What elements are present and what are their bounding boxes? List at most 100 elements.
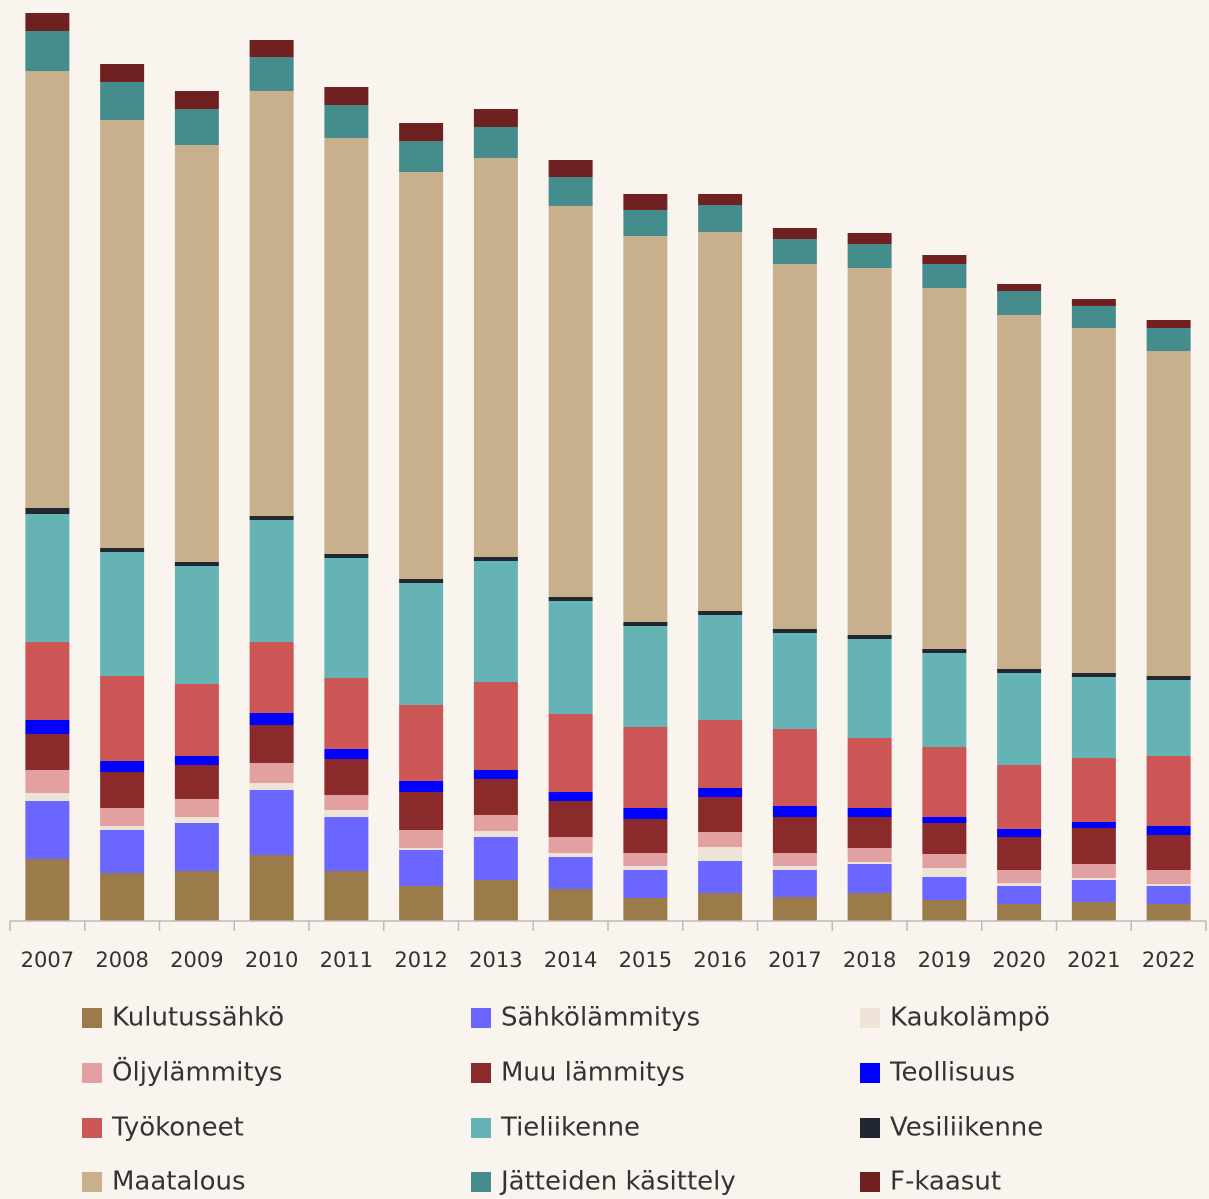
- legend-label: Sähkölämmitys: [501, 1003, 700, 1033]
- legend-swatch: [82, 1118, 102, 1138]
- bar-segment: [399, 886, 444, 921]
- bar-segment: [623, 236, 668, 622]
- x-tick-label: 2014: [544, 948, 597, 972]
- bar-segment: [1146, 680, 1191, 756]
- bar-segment: [623, 853, 668, 866]
- legend-label: Työkoneet: [111, 1113, 244, 1143]
- bar-segment: [997, 284, 1042, 291]
- bar-segment: [324, 817, 369, 871]
- bar-segment: [174, 765, 219, 799]
- bar-segment: [1071, 878, 1116, 880]
- bar-segment: [473, 682, 518, 770]
- bar-segment: [399, 583, 444, 705]
- bar-segment: [324, 558, 369, 678]
- bar-segment: [922, 900, 967, 921]
- bar-segment: [249, 520, 294, 642]
- bar-segment: [473, 779, 518, 815]
- bar-segment: [698, 847, 743, 861]
- bar-segment: [399, 830, 444, 848]
- bar-segment: [324, 810, 369, 817]
- bar-segment: [623, 194, 668, 210]
- bar-segment: [25, 71, 70, 508]
- bar-segment: [249, 713, 294, 725]
- bar-segment: [772, 239, 817, 264]
- bar-segment: [1146, 328, 1191, 351]
- bar-segment: [1071, 306, 1116, 328]
- bar-segment: [473, 561, 518, 682]
- bar-segment: [1146, 351, 1191, 676]
- bar-segment: [473, 815, 518, 831]
- bar-segment: [997, 829, 1042, 837]
- bar-segment: [772, 729, 817, 806]
- bar-segment: [25, 13, 70, 31]
- bar-segment: [922, 255, 967, 264]
- bar-segment: [1071, 864, 1116, 878]
- legend-swatch: [82, 1172, 102, 1192]
- bar-segment: [399, 579, 444, 583]
- bar-segment: [772, 866, 817, 870]
- bar-segment: [847, 808, 892, 817]
- legend-swatch: [471, 1008, 491, 1028]
- bar-segment: [922, 823, 967, 854]
- legend-swatch: [82, 1063, 102, 1083]
- bar-segment: [473, 880, 518, 921]
- bar-segment: [25, 801, 70, 859]
- bar-segment: [997, 904, 1042, 921]
- bar-segment: [623, 819, 668, 853]
- bar-segment: [249, 783, 294, 790]
- bar-segment: [100, 64, 145, 82]
- bar-segment: [1146, 886, 1191, 904]
- bar-segment: [473, 158, 518, 557]
- bar-segment: [548, 597, 593, 601]
- x-tick-label: 2012: [394, 948, 447, 972]
- bar-segment: [922, 264, 967, 288]
- bar-segment: [548, 177, 593, 206]
- bar-segment: [548, 889, 593, 921]
- bar-segment: [847, 862, 892, 864]
- bar-segment: [25, 793, 70, 801]
- bar-segment: [847, 817, 892, 848]
- bar-segment: [698, 205, 743, 232]
- x-tick-label: 2019: [918, 948, 971, 972]
- bar-segment: [623, 808, 668, 819]
- bar-segment: [847, 893, 892, 921]
- bar-segment: [399, 792, 444, 830]
- bar-segment: [772, 629, 817, 633]
- bar-segment: [772, 806, 817, 817]
- bar-segment: [623, 622, 668, 626]
- bar-segment: [922, 653, 967, 747]
- bar-segment: [324, 678, 369, 749]
- bar-segment: [1146, 835, 1191, 870]
- bar-segment: [399, 141, 444, 172]
- bar-segment: [1071, 880, 1116, 902]
- x-tick-label: 2022: [1142, 948, 1195, 972]
- bar-segment: [249, 725, 294, 763]
- legend-label: Maatalous: [112, 1167, 246, 1197]
- x-tick-label: 2016: [693, 948, 746, 972]
- bar-segment: [922, 877, 967, 900]
- bar-segment: [847, 244, 892, 268]
- bar-segment: [174, 91, 219, 109]
- bar-segment: [324, 759, 369, 795]
- bar-segment: [548, 853, 593, 857]
- bar-segment: [25, 31, 70, 71]
- bar-segment: [399, 172, 444, 579]
- bar-segment: [399, 850, 444, 886]
- bar-segment: [1146, 320, 1191, 328]
- legend-swatch: [471, 1063, 491, 1083]
- bar-segment: [623, 870, 668, 898]
- bar-segment: [997, 673, 1042, 765]
- bar-segment: [25, 859, 70, 921]
- bar-segment: [847, 635, 892, 639]
- bar-segment: [100, 548, 145, 552]
- bar-segment: [249, 40, 294, 57]
- bar-segment: [174, 871, 219, 921]
- bar-segment: [473, 837, 518, 880]
- bar-segment: [922, 747, 967, 817]
- bar-segment: [249, 516, 294, 520]
- bar-segment: [997, 886, 1042, 904]
- bar-segment: [772, 633, 817, 729]
- bar-segment: [847, 233, 892, 244]
- bar-segment: [548, 714, 593, 792]
- x-tick-label: 2007: [21, 948, 74, 972]
